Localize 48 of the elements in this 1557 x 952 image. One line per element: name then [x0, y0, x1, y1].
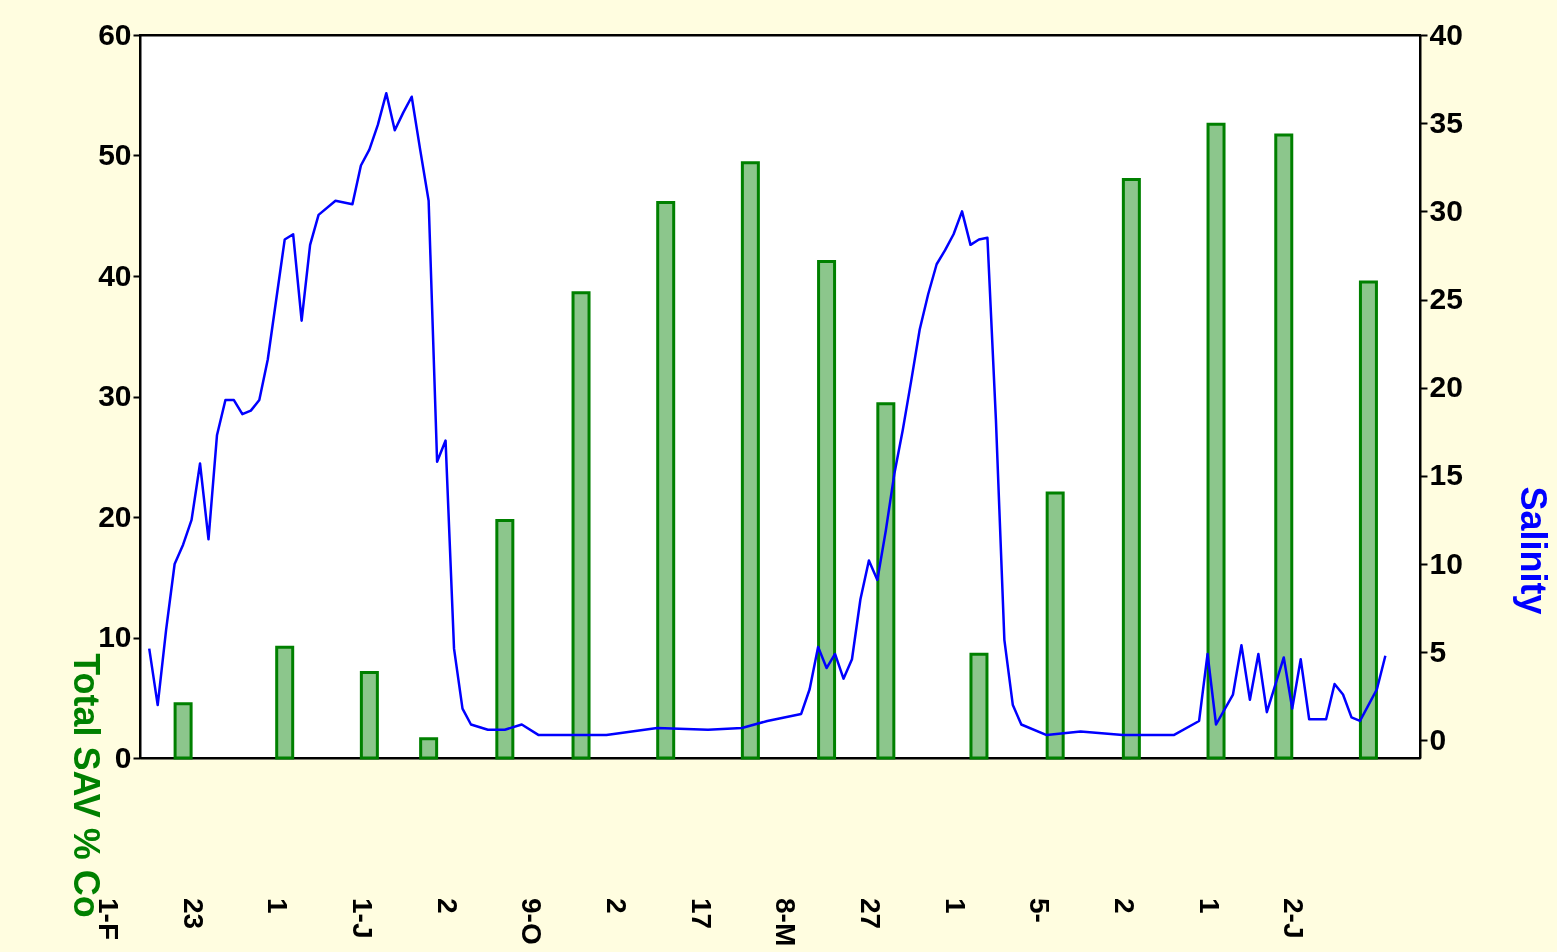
x-tick-label: 2-J [1278, 898, 1310, 939]
line-series [147, 91, 1387, 737]
x-tick-label: 1 [1193, 898, 1225, 914]
x-tick-label: 9-O [516, 898, 548, 945]
bar [817, 260, 837, 760]
y2-tick-label: 25 [1429, 282, 1463, 316]
bar [173, 702, 193, 760]
x-tick-label: 2 [1108, 898, 1140, 914]
y2-tick-label: 0 [1429, 722, 1447, 756]
bar [1045, 491, 1065, 760]
y2-axis-title: Salinity [1512, 486, 1554, 615]
y2-tick-label: 40 [1429, 17, 1463, 51]
y-tick-label: 20 [98, 499, 132, 533]
bar [1121, 178, 1141, 760]
bar [1358, 280, 1378, 760]
y2-tick-label: 5 [1429, 634, 1447, 668]
x-tick-label: 5- [1024, 898, 1056, 923]
bar [571, 291, 591, 760]
y-tick-label: 50 [98, 138, 132, 171]
y2-tick-label: 35 [1429, 105, 1463, 139]
y-tick-label: 40 [98, 258, 132, 292]
y2-tick-label: 10 [1429, 546, 1463, 580]
y-tick-label: 60 [98, 17, 132, 51]
y-tick-label: 0 [114, 740, 132, 774]
bar [419, 737, 439, 760]
y-tick-label: 10 [98, 620, 132, 653]
y2-tick-label: 30 [1429, 193, 1463, 227]
bar [876, 402, 896, 760]
x-tick-label: 8-M [770, 898, 802, 947]
x-tick-label: 1 [262, 898, 294, 914]
bar [275, 645, 295, 760]
y2-tick-label: 20 [1429, 370, 1463, 404]
bar [969, 652, 989, 760]
bar [656, 201, 676, 760]
x-tick-label: 2 [431, 898, 463, 914]
bar [495, 519, 515, 760]
x-tick-label: 2 [600, 898, 632, 914]
bar [1206, 122, 1226, 760]
x-tick-label: 1-J [346, 898, 378, 939]
x-tick-label: 23 [177, 898, 209, 930]
x-tick-label: 27 [854, 898, 886, 930]
bar [1274, 133, 1294, 760]
bar [740, 161, 760, 760]
y-tick-label: 30 [98, 379, 132, 412]
y2-tick-label: 15 [1429, 458, 1463, 492]
x-tick-label: 17 [685, 898, 717, 930]
x-tick-label: 1 [939, 898, 971, 914]
bar [359, 670, 379, 760]
